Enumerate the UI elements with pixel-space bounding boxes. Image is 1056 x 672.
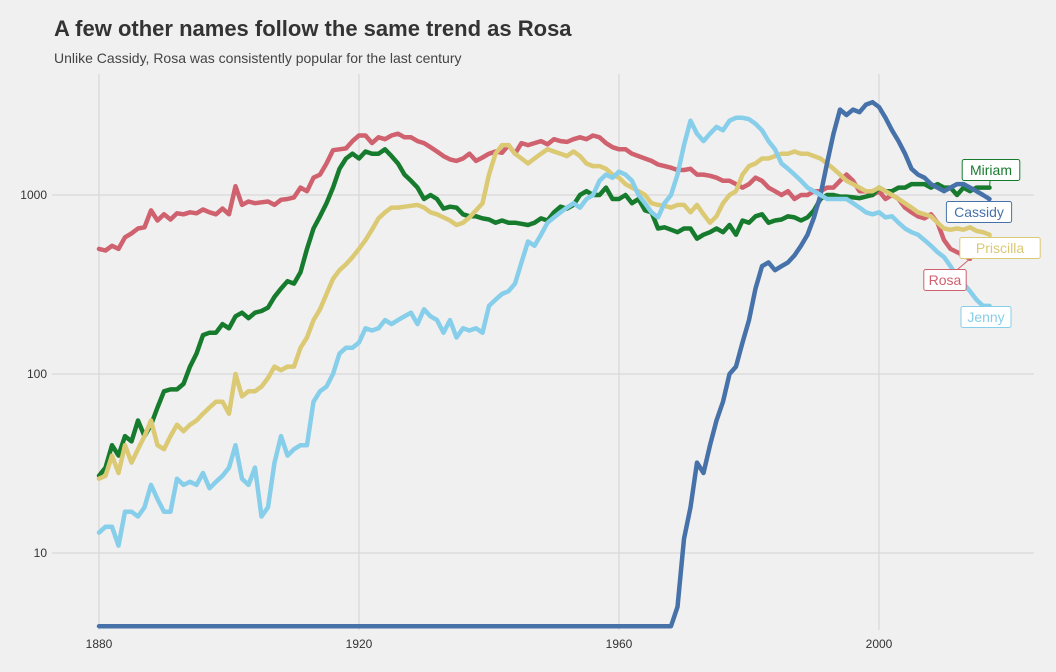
series-lines (96, 99, 992, 629)
label-text: Miriam (970, 162, 1012, 178)
label-box (959, 237, 1041, 259)
chart-title: A few other names follow the same trend … (54, 16, 572, 41)
series-line-jenny (96, 115, 992, 548)
label-box (960, 306, 1012, 328)
x-tick-label: 1880 (86, 637, 113, 651)
series-line-priscilla (96, 142, 992, 481)
series-label-miriam: Miriam (961, 159, 1021, 188)
x-tick-label: 2000 (866, 637, 893, 651)
series-label-jenny: Jenny (960, 305, 1012, 328)
label-text: Rosa (929, 272, 962, 288)
series-line-miriam (96, 147, 992, 479)
chart-subtitle: Unlike Cassidy, Rosa was consistently po… (54, 50, 462, 66)
series-line-rosa (96, 131, 973, 262)
series-labels: Miriam Cassidy Priscilla Rosa Jenny (923, 159, 1041, 328)
label-text: Cassidy (954, 204, 1004, 220)
y-tick-label: 10 (34, 546, 48, 560)
y-tick-label: 1000 (20, 188, 47, 202)
label-box (923, 269, 967, 291)
series-label-cassidy: Cassidy (945, 198, 1013, 223)
series-line-cassidy (96, 99, 992, 629)
label-box (945, 201, 1013, 223)
x-tick-label: 1920 (346, 637, 373, 651)
label-box (961, 159, 1021, 181)
label-text: Priscilla (976, 240, 1024, 256)
label-text: Jenny (967, 309, 1004, 325)
axis-tick-labels: 1880 1920 1960 2000 10 100 1000 (20, 188, 892, 651)
y-tick-label: 100 (27, 367, 47, 381)
series-label-rosa: Rosa (923, 258, 971, 291)
series-label-priscilla: Priscilla (959, 234, 1041, 259)
x-tick-label: 1960 (606, 637, 633, 651)
